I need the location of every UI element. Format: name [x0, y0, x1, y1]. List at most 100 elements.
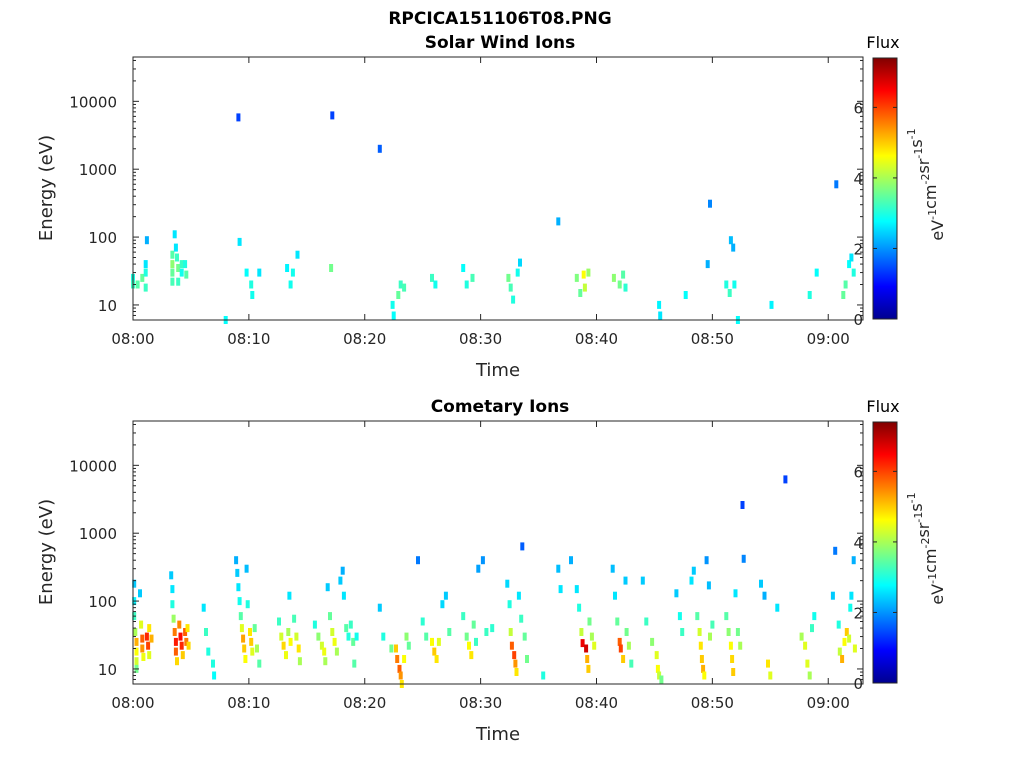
flux-cell	[176, 277, 181, 286]
flux-cell	[183, 260, 188, 269]
flux-cell	[740, 501, 745, 509]
flux-cell	[134, 657, 139, 666]
flux-cell	[287, 591, 292, 600]
flux-cell	[476, 564, 481, 573]
flux-cell	[728, 236, 733, 245]
flux-cell	[579, 628, 584, 636]
flux-cell	[618, 644, 623, 653]
flux-cell	[508, 283, 513, 292]
flux-cell	[724, 280, 729, 289]
flux-cell	[650, 637, 655, 646]
flux-cell	[237, 237, 242, 246]
x-axis-label: Time	[475, 724, 520, 745]
flux-cell	[611, 273, 616, 282]
flux-cell	[144, 632, 149, 641]
flux-cell	[511, 295, 516, 304]
flux-cell	[440, 600, 445, 609]
flux-cell	[556, 217, 561, 226]
flux-cell	[279, 632, 284, 641]
flux-cell	[133, 628, 138, 636]
flux-cell	[508, 628, 513, 636]
flux-cell	[238, 612, 243, 621]
colorbar-scale	[872, 421, 898, 684]
flux-cell	[170, 268, 175, 277]
flux-cell	[184, 270, 189, 279]
flux-cell	[852, 644, 857, 653]
flux-cell	[325, 583, 330, 592]
flux-cell	[851, 556, 856, 565]
flux-cell	[697, 628, 702, 636]
flux-cell	[847, 260, 852, 269]
flux-cell	[140, 273, 145, 282]
flux-cell	[179, 260, 184, 269]
flux-cell	[843, 280, 848, 289]
flux-cell	[406, 641, 411, 650]
y-axis-ticks: 10 100 1000 10000	[69, 423, 863, 685]
x-tick-label: 08:40	[575, 694, 618, 712]
flux-cell	[730, 655, 735, 663]
flux-cell	[243, 655, 248, 663]
flux-cell	[580, 639, 585, 648]
spectrogram-cells	[132, 475, 857, 688]
flux-cell	[323, 657, 328, 666]
flux-cell	[398, 671, 403, 680]
colorbar-scale	[872, 57, 898, 320]
flux-cell	[338, 576, 343, 585]
flux-cell	[173, 647, 178, 656]
x-tick-label: 08:40	[575, 330, 618, 348]
figure-title: RPCICA151106T08.PNG	[388, 9, 611, 29]
flux-cell	[436, 637, 441, 646]
flux-cell	[657, 671, 662, 680]
flux-cell	[623, 283, 628, 292]
flux-cell	[443, 591, 448, 600]
flux-cell	[522, 632, 527, 641]
flux-cell	[185, 624, 190, 633]
flux-cell	[558, 585, 563, 594]
flux-cell	[518, 258, 522, 267]
flux-cell	[833, 546, 838, 555]
flux-cell	[394, 644, 398, 653]
flux-cell	[235, 568, 240, 577]
flux-cell	[680, 628, 685, 636]
unit-exponent: -1	[912, 148, 925, 159]
flux-cell	[461, 264, 466, 272]
y-tick-label: 10000	[69, 93, 117, 111]
flux-cell	[173, 637, 178, 646]
x-tick-label: 08:50	[691, 694, 734, 712]
flux-cell	[244, 268, 249, 277]
flux-cell	[587, 617, 592, 626]
flux-cell	[727, 289, 732, 297]
flux-cell	[134, 647, 139, 656]
flux-cell	[509, 641, 514, 650]
flux-cell	[134, 637, 139, 646]
flux-cell	[296, 644, 301, 653]
flux-cell	[398, 280, 403, 289]
x-tick-label: 08:20	[343, 330, 386, 348]
flux-cell	[842, 637, 847, 646]
flux-cell	[654, 651, 659, 660]
unit-exponent: -1	[905, 492, 918, 503]
flux-cell	[284, 651, 288, 660]
flux-cell	[234, 556, 239, 565]
flux-cell	[250, 647, 255, 656]
flux-cell	[807, 291, 812, 299]
flux-cell	[514, 668, 519, 676]
flux-cell	[173, 243, 178, 252]
flux-cell	[490, 624, 495, 633]
flux-cell	[288, 637, 293, 646]
unit-base: s	[907, 139, 926, 147]
colorbar-label: Flux	[866, 397, 899, 416]
flux-cell	[144, 236, 149, 245]
flux-cell	[574, 273, 579, 282]
flux-cell	[698, 641, 703, 650]
flux-cell	[290, 268, 295, 277]
colorbar-tick-label: 4	[853, 534, 863, 552]
flux-cell	[201, 603, 206, 612]
unit-base: sr	[914, 158, 933, 173]
flux-cell	[724, 612, 729, 621]
flux-cell	[674, 589, 679, 598]
unit-base: eV	[928, 584, 947, 605]
unit-exponent: -2	[919, 538, 932, 549]
flux-cell	[512, 651, 517, 660]
x-tick-label: 08:10	[227, 330, 270, 348]
